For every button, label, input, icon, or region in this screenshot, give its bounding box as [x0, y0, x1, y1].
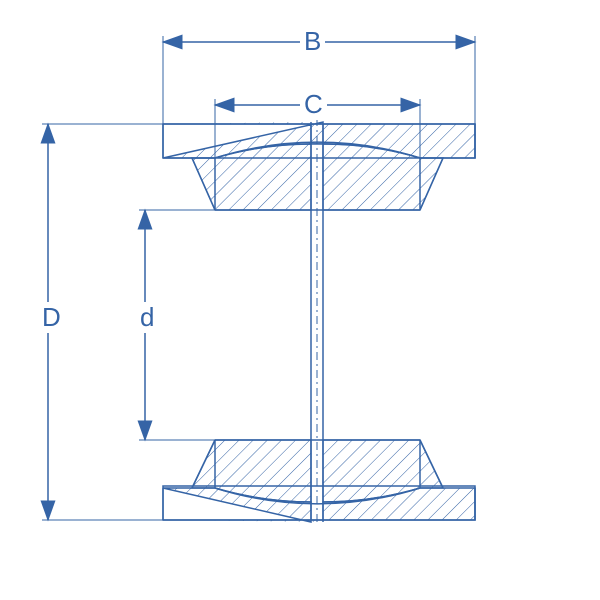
- dim-label-C: C: [300, 89, 327, 120]
- bearing-cross-section-diagram: B C D d: [0, 0, 600, 600]
- dim-label-d: d: [136, 302, 158, 333]
- dim-label-B: B: [300, 26, 325, 57]
- dim-label-D: D: [38, 302, 65, 333]
